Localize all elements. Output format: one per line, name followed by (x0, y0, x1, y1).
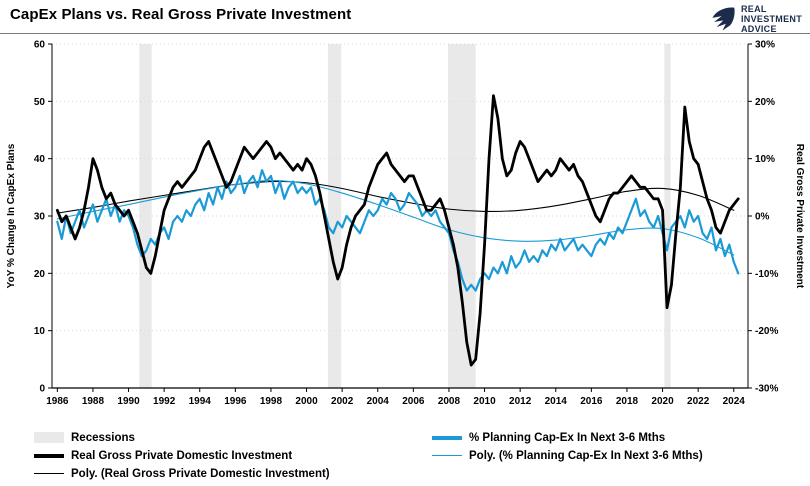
legend-label: Recessions (71, 431, 135, 444)
y-left-tick-label: 60 (34, 40, 46, 51)
x-tick-label: 2010 (473, 396, 496, 407)
header: CapEx Plans vs. Real Gross Private Inves… (0, 0, 810, 34)
capex-vs-investment-chart: 0 10 20 30 40 50 60 30% 20% 10% 0% -10% -20% -30% 1986… (6, 40, 805, 408)
legend-item-capex-plans: % Planning Cap-Ex In Next 3-6 Mths (432, 430, 802, 445)
recession-band (139, 44, 152, 388)
chart-legend: Recessions Real Gross Private Domestic I… (0, 426, 810, 481)
x-tick-label: 2022 (687, 396, 710, 407)
x-tick-label: 2004 (367, 396, 390, 407)
legend-column-left: Recessions Real Gross Private Domestic I… (34, 430, 422, 481)
legend-label: Poly. (% Planning Cap-Ex In Next 3-6 Mth… (469, 449, 703, 462)
y-left-tick-label: 40 (34, 154, 46, 165)
ria-logo-icon (712, 7, 735, 31)
y-right-tick-label: 10% (755, 154, 775, 165)
y-left-axis-title: YoY % Change In CapEx Plans (6, 143, 17, 288)
thick-blue-line-swatch (432, 435, 462, 440)
legend-label: % Planning Cap-Ex In Next 3-6 Mths (469, 431, 666, 444)
legend-item-poly-real-gpdi: Poly. (Real Gross Private Domestic Inves… (34, 466, 422, 481)
x-tick-label: 1988 (82, 396, 105, 407)
x-tick-label: 1990 (117, 396, 140, 407)
y-left-tick-label: 50 (34, 97, 46, 108)
thin-blue-line-swatch (432, 455, 462, 456)
x-tick-label: 2006 (402, 396, 425, 407)
thick-black-line-swatch (34, 453, 64, 458)
recession-swatch (34, 432, 64, 443)
chart-title: CapEx Plans vs. Real Gross Private Inves… (10, 6, 352, 23)
x-tick-label: 1998 (260, 396, 283, 407)
y-right-axis-title: Real Gross Private Investment (794, 144, 805, 289)
legend-item-real-gpdi: Real Gross Private Domestic Investment (34, 448, 422, 463)
series-planning-cap-ex-in-next-3-6-mths (56, 169, 740, 292)
legend-label: Poly. (Real Gross Private Domestic Inves… (71, 467, 330, 480)
ria-logo: REAL INVESTMENT ADVICE (709, 4, 802, 34)
y-left-tick-label: 10 (34, 326, 46, 337)
series-real-gross-private-domestic-investment (55, 94, 740, 367)
x-tick-label: 2002 (331, 396, 354, 407)
x-tick-label: 2020 (651, 396, 674, 407)
x-tick-label: 1992 (153, 396, 176, 407)
x-tick-label: 2024 (723, 396, 746, 407)
ria-logo-text-line2: INVESTMENT (740, 14, 802, 25)
ria-logo-text-line3: ADVICE (740, 24, 777, 35)
x-tick-label: 1986 (46, 396, 69, 407)
x-tick-label: 1996 (224, 396, 247, 407)
x-tick-label: 1994 (189, 396, 212, 407)
y-right-tick-label: -20% (755, 326, 778, 337)
y-left-tick-label: 30 (34, 212, 46, 223)
x-tick-label: 2018 (616, 396, 639, 407)
thin-black-line-swatch (34, 473, 64, 474)
legend-item-poly-capex-plans: Poly. (% Planning Cap-Ex In Next 3-6 Mth… (432, 448, 802, 463)
y-right-tick-label: -10% (755, 269, 778, 280)
y-right-tick-label: 30% (755, 40, 775, 51)
recession-band (664, 44, 671, 388)
legend-label: Real Gross Private Domestic Investment (71, 449, 293, 462)
ria-logo-text: REAL INVESTMENT ADVICE (741, 4, 802, 34)
legend-column-right: % Planning Cap-Ex In Next 3-6 Mths Poly.… (432, 430, 802, 481)
x-tick-label: 2008 (438, 396, 461, 407)
legend-item-recessions: Recessions (34, 430, 422, 445)
x-tick-label: 2016 (580, 396, 603, 407)
y-left-tick-label: 20 (34, 269, 46, 280)
x-tick-label: 2012 (509, 396, 532, 407)
recession-band (327, 44, 342, 388)
y-left-tick-label: 0 (39, 384, 45, 395)
x-tick-label: 2000 (295, 396, 318, 407)
x-tick-label: 2014 (545, 396, 568, 407)
y-right-tick-label: 0% (755, 212, 770, 223)
ria-logo-text-line1: REAL (740, 4, 767, 14)
y-right-tick-label: 20% (755, 97, 775, 108)
y-right-tick-label: -30% (755, 384, 778, 395)
